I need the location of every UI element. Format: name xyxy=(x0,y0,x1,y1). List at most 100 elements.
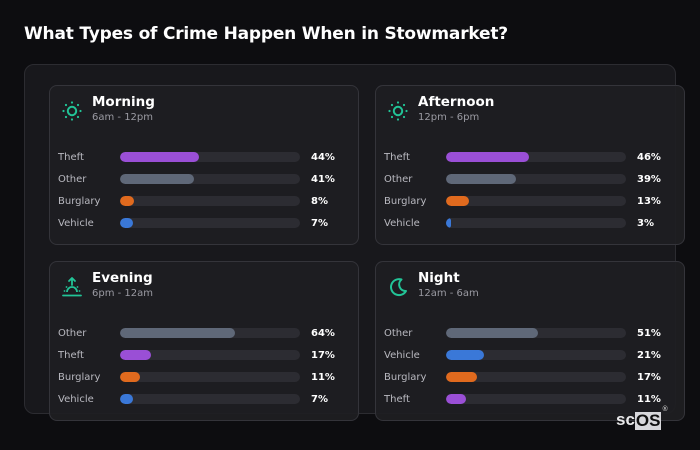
crime-bars: Other 51% Vehicle 21% Burglary 17% Theft 11% xyxy=(384,322,674,410)
bar-fill xyxy=(446,152,529,162)
bar-label: Other xyxy=(384,327,413,339)
bar-row-vehicle: Vehicle 7% xyxy=(58,212,348,234)
bar-track xyxy=(120,372,300,382)
card-time-range: 6pm - 12am xyxy=(92,288,154,299)
bar-percent: 39% xyxy=(637,173,661,185)
card-header: Morning 6am - 12pm xyxy=(60,94,155,124)
bar-percent: 7% xyxy=(311,217,328,229)
scos-logo: sc OS ® xyxy=(616,406,668,430)
bar-fill xyxy=(446,218,452,228)
bar-track xyxy=(446,196,626,206)
bar-row-burglary: Burglary 13% xyxy=(384,190,674,212)
bar-fill xyxy=(446,196,470,206)
bar-track xyxy=(446,174,626,184)
bar-row-other: Other 51% xyxy=(384,322,674,344)
card-header: Night 12am - 6am xyxy=(386,270,479,300)
card-time-range: 12pm - 6pm xyxy=(418,112,480,123)
bar-fill xyxy=(446,350,484,360)
card-time-range: 6am - 12pm xyxy=(92,112,154,123)
bar-percent: 51% xyxy=(637,327,661,339)
bar-label: Theft xyxy=(58,349,84,361)
bar-row-burglary: Burglary 17% xyxy=(384,366,674,388)
bar-label: Burglary xyxy=(384,195,427,207)
bar-track xyxy=(120,350,300,360)
bar-track xyxy=(446,372,626,382)
bar-fill xyxy=(120,152,200,162)
bar-fill xyxy=(120,196,135,206)
bar-track xyxy=(120,196,300,206)
bar-percent: 44% xyxy=(311,151,335,163)
bar-fill xyxy=(446,394,466,404)
bar-label: Other xyxy=(58,327,87,339)
bar-fill xyxy=(120,394,133,404)
bar-row-other: Other 41% xyxy=(58,168,348,190)
bar-row-other: Other 39% xyxy=(384,168,674,190)
bar-row-burglary: Burglary 11% xyxy=(58,366,348,388)
bar-percent: 21% xyxy=(637,349,661,361)
brand-sc: sc xyxy=(616,410,635,429)
card-title-night: Night xyxy=(418,270,460,286)
bar-percent: 3% xyxy=(637,217,654,229)
bar-track xyxy=(446,350,626,360)
crime-bars: Theft 46% Other 39% Burglary 13% Vehicle 3% xyxy=(384,146,674,234)
bar-fill xyxy=(120,174,194,184)
bar-track xyxy=(446,328,626,338)
bar-track xyxy=(120,152,300,162)
bar-percent: 64% xyxy=(311,327,335,339)
card-header: Evening 6pm - 12am xyxy=(60,270,153,300)
card-title-morning: Morning xyxy=(92,94,155,110)
bar-label: Vehicle xyxy=(58,393,94,405)
bar-row-theft: Theft 11% xyxy=(384,388,674,410)
bar-label: Vehicle xyxy=(384,349,420,361)
bar-track xyxy=(446,394,626,404)
moon-icon xyxy=(386,275,410,299)
bar-track xyxy=(446,152,626,162)
sun-icon xyxy=(60,99,84,123)
bar-label: Vehicle xyxy=(384,217,420,229)
card-title-afternoon: Afternoon xyxy=(418,94,495,110)
bar-label: Other xyxy=(384,173,413,185)
bar-percent: 11% xyxy=(637,393,661,405)
bar-track xyxy=(120,328,300,338)
bar-percent: 46% xyxy=(637,151,661,163)
bar-track xyxy=(120,174,300,184)
crime-bars: Theft 44% Other 41% Burglary 8% Vehicle 7% xyxy=(58,146,348,234)
bar-fill xyxy=(120,350,151,360)
card-title-evening: Evening xyxy=(92,270,153,286)
bar-track xyxy=(120,218,300,228)
bar-row-other: Other 64% xyxy=(58,322,348,344)
bar-percent: 17% xyxy=(637,371,661,383)
card-morning: Morning 6am - 12pm Theft 44% Other 41% Burglar… xyxy=(49,85,359,245)
bar-row-vehicle: Vehicle 7% xyxy=(58,388,348,410)
card-time-range: 12am - 6am xyxy=(418,288,479,299)
bar-fill xyxy=(120,328,236,338)
bar-fill xyxy=(446,372,477,382)
bar-track xyxy=(446,218,626,228)
card-header: Afternoon 12pm - 6pm xyxy=(386,94,494,124)
crime-bars: Other 64% Theft 17% Burglary 11% Vehicle 7% xyxy=(58,322,348,410)
bar-row-theft: Theft 46% xyxy=(384,146,674,168)
bar-fill xyxy=(446,328,538,338)
bar-row-vehicle: Vehicle 21% xyxy=(384,344,674,366)
bar-label: Burglary xyxy=(58,195,101,207)
sun-icon xyxy=(386,99,410,123)
sunset-icon xyxy=(60,275,84,299)
bar-percent: 8% xyxy=(311,195,328,207)
bar-label: Burglary xyxy=(58,371,101,383)
bar-percent: 13% xyxy=(637,195,661,207)
bar-row-burglary: Burglary 8% xyxy=(58,190,348,212)
card-afternoon: Afternoon 12pm - 6pm Theft 46% Other 39% Burgl… xyxy=(375,85,685,245)
bar-fill xyxy=(120,218,133,228)
card-evening: Evening 6pm - 12am Other 64% Theft 17% Burglar… xyxy=(49,261,359,421)
bar-label: Other xyxy=(58,173,87,185)
bar-fill xyxy=(446,174,517,184)
bar-fill xyxy=(120,372,140,382)
bar-percent: 11% xyxy=(311,371,335,383)
bar-label: Theft xyxy=(58,151,84,163)
bar-row-theft: Theft 17% xyxy=(58,344,348,366)
bar-label: Vehicle xyxy=(58,217,94,229)
bar-percent: 7% xyxy=(311,393,328,405)
bar-label: Burglary xyxy=(384,371,427,383)
bar-percent: 17% xyxy=(311,349,335,361)
bar-row-vehicle: Vehicle 3% xyxy=(384,212,674,234)
